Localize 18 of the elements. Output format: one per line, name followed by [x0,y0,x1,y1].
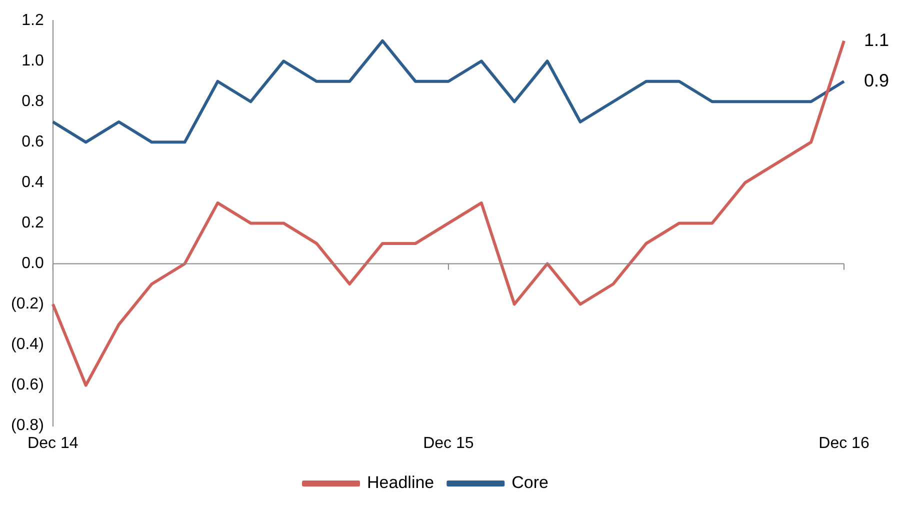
legend-label: Core [512,473,548,492]
y-tick-label: 1.2 [22,12,44,30]
y-tick-label: 0.6 [22,134,44,151]
y-tick-label: (0.2) [10,296,44,313]
data-label: 0.9 [864,70,890,90]
y-tick-label: 1.0 [22,52,44,70]
y-tick-label: 0.8 [22,93,44,110]
legend-label: Headline [367,473,434,492]
y-tick-label: (0.6) [10,376,44,394]
y-tick-label: (0.8) [10,417,44,434]
data-label: 1.1 [864,30,890,50]
y-tick-label: 0.4 [22,174,44,192]
y-tick-label: 0.0 [22,255,44,272]
x-tick-label: Dec 14 [28,434,78,452]
x-tick-label: Dec 15 [423,434,474,452]
x-tick-label: Dec 16 [818,434,870,452]
y-tick-label: 0.2 [22,214,44,232]
y-tick-label: (0.4) [10,336,44,354]
